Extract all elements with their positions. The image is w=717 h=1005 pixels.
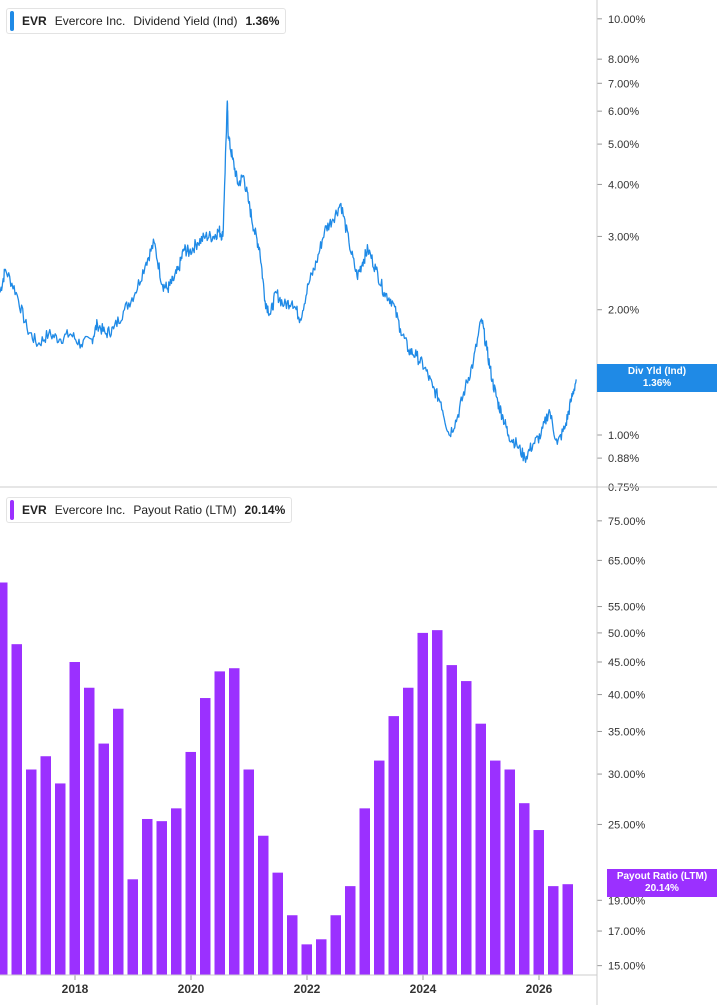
- payout-bar: [142, 818, 153, 975]
- payout-axis: 75.00% 65.00% 55.00% 50.00% 45.00% 40.00% 35.0…: [597, 516, 646, 973]
- yield-tick-label: 3.00%: [608, 231, 639, 243]
- payout-bar: [519, 803, 530, 975]
- x-tick-label: 2022: [294, 982, 321, 996]
- payout-tick-label: 30.00%: [608, 769, 646, 781]
- legend-value: 20.14%: [244, 503, 286, 517]
- yield-swatch: [10, 11, 14, 31]
- x-tick-label: 2018: [62, 982, 89, 996]
- x-axis: 2018 2020 2022 2024 2026: [62, 975, 553, 996]
- payout-bar: [200, 698, 211, 975]
- yield-tick-label: 2.00%: [608, 305, 639, 317]
- yield-tick-label: 8.00%: [608, 54, 639, 66]
- payout-bar: [432, 630, 443, 975]
- payout-bar: [461, 681, 472, 975]
- payout-bar: [26, 769, 37, 975]
- legend-ticker: EVR: [22, 503, 47, 517]
- payout-bar: [359, 808, 370, 975]
- payout-bar: [113, 708, 124, 975]
- yield-tag-value: 1.36%: [642, 378, 672, 389]
- payout-bar: [345, 886, 356, 975]
- payout-tag-value: 20.14%: [645, 883, 679, 894]
- payout-bar: [403, 687, 414, 975]
- x-tick-label: 2020: [178, 982, 205, 996]
- payout-bar: [214, 671, 225, 975]
- yield-tick-label: 1.00%: [608, 430, 639, 442]
- payout-bar: [562, 884, 573, 975]
- payout-bar: [84, 687, 95, 975]
- x-tick-label: 2024: [410, 982, 437, 996]
- payout-ratio-legend[interactable]: EVR Evercore Inc. Payout Ratio (LTM) 20.…: [6, 497, 293, 523]
- payout-tick-label: 75.00%: [608, 516, 646, 528]
- payout-bar: [374, 760, 385, 975]
- payout-bar: [548, 886, 559, 975]
- payout-tick-label: 17.00%: [608, 926, 646, 938]
- yield-tick-label: 4.00%: [608, 179, 639, 191]
- payout-bar: [127, 879, 138, 975]
- payout-bar: [0, 582, 8, 975]
- payout-bar: [475, 723, 486, 975]
- payout-tick-label: 40.00%: [608, 690, 646, 702]
- payout-bar: [301, 944, 312, 975]
- legend-value: 1.36%: [245, 14, 280, 28]
- payout-bar: [98, 743, 109, 975]
- yield-tick-label: 0.75%: [608, 482, 639, 494]
- payout-bar: [388, 716, 399, 975]
- payout-tick-label: 55.00%: [608, 602, 646, 614]
- payout-bar: [417, 632, 428, 975]
- yield-series-line: [0, 100, 577, 463]
- payout-bar: [171, 808, 182, 975]
- payout-tick-label: 50.00%: [608, 628, 646, 640]
- payout-value-tag: Payout Ratio (LTM) 20.14%: [607, 869, 717, 897]
- payout-swatch: [10, 500, 14, 520]
- payout-tick-label: 25.00%: [608, 819, 646, 831]
- payout-bar: [287, 915, 298, 975]
- payout-bar: [156, 821, 167, 975]
- yield-axis: 10.00% 8.00% 7.00% 6.00% 5.00% 4.00% 3.00% 2.00…: [597, 14, 646, 494]
- payout-bar: [185, 751, 196, 975]
- yield-tick-label: 7.00%: [608, 78, 639, 90]
- x-tick-label: 2026: [526, 982, 553, 996]
- legend-company: Evercore Inc.: [54, 503, 126, 517]
- payout-bar: [533, 830, 544, 975]
- payout-tick-label: 15.00%: [608, 961, 646, 973]
- payout-tick-label: 19.00%: [608, 895, 646, 907]
- payout-tick-label: 35.00%: [608, 726, 646, 738]
- payout-tag-label: Payout Ratio (LTM): [616, 871, 708, 882]
- yield-tick-label: 0.88%: [608, 453, 639, 465]
- payout-bar: [40, 756, 51, 975]
- yield-tick-label: 10.00%: [608, 14, 646, 26]
- dividend-yield-legend[interactable]: EVR Evercore Inc. Dividend Yield (Ind) 1…: [6, 8, 287, 34]
- payout-bar: [272, 872, 283, 975]
- yield-tick-label: 6.00%: [608, 106, 639, 118]
- payout-bar: [490, 760, 501, 975]
- payout-bar: [229, 668, 240, 975]
- payout-bar: [330, 915, 341, 975]
- yield-tick-label: 5.00%: [608, 139, 639, 151]
- payout-bar: [504, 769, 515, 975]
- payout-tick-label: 65.00%: [608, 555, 646, 567]
- legend-metric: Dividend Yield (Ind): [133, 14, 238, 28]
- legend-metric: Payout Ratio (LTM): [133, 503, 237, 517]
- payout-bar: [243, 769, 254, 975]
- payout-bar: [69, 662, 80, 975]
- yield-plot: [0, 100, 577, 463]
- payout-tick-label: 45.00%: [608, 657, 646, 669]
- payout-bar: [258, 835, 269, 975]
- payout-plot: [0, 582, 573, 975]
- yield-tag-label: Div Yld (Ind): [627, 366, 687, 377]
- legend-ticker: EVR: [22, 14, 47, 28]
- legend-company: Evercore Inc.: [54, 14, 126, 28]
- yield-value-tag: Div Yld (Ind) 1.36%: [597, 364, 717, 392]
- payout-bar: [446, 665, 457, 975]
- payout-bar: [11, 644, 22, 975]
- payout-bar: [316, 939, 327, 975]
- payout-bar: [55, 783, 66, 975]
